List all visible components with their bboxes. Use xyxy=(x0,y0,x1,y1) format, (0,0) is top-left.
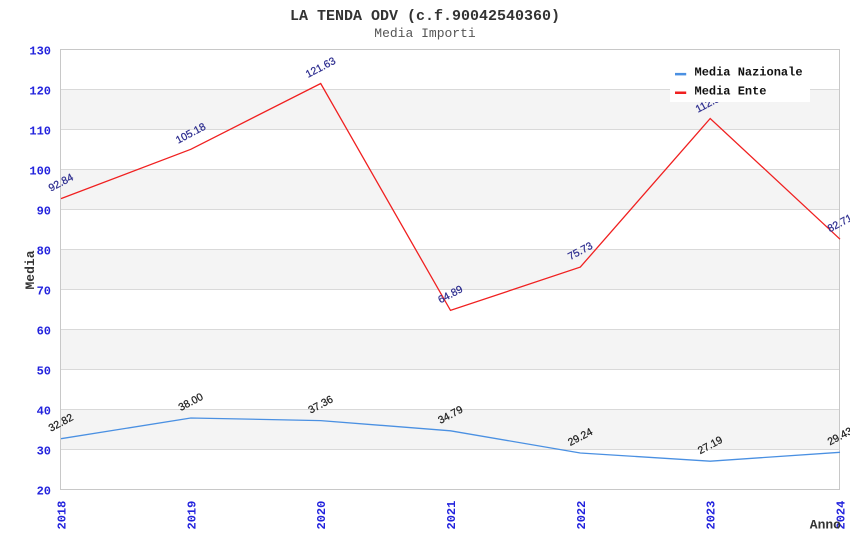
svg-text:2024: 2024 xyxy=(835,501,849,530)
svg-text:20: 20 xyxy=(37,485,51,499)
svg-text:2018: 2018 xyxy=(56,501,70,530)
svg-text:Anno: Anno xyxy=(810,518,841,533)
svg-text:90: 90 xyxy=(37,205,51,219)
svg-text:50: 50 xyxy=(37,365,51,379)
svg-text:120: 120 xyxy=(29,85,51,99)
svg-text:LA TENDA ODV (c.f.90042540360): LA TENDA ODV (c.f.90042540360) xyxy=(290,8,560,25)
svg-text:100: 100 xyxy=(29,165,51,179)
svg-text:Media: Media xyxy=(23,250,38,289)
svg-text:2019: 2019 xyxy=(185,501,199,530)
svg-text:2021: 2021 xyxy=(445,501,459,530)
svg-text:2020: 2020 xyxy=(315,501,329,530)
svg-text:60: 60 xyxy=(37,325,51,339)
svg-text:Media Importi: Media Importi xyxy=(374,26,476,41)
svg-text:30: 30 xyxy=(37,445,51,459)
svg-text:70: 70 xyxy=(37,285,51,299)
svg-text:2023: 2023 xyxy=(705,501,719,530)
svg-text:40: 40 xyxy=(37,405,51,419)
svg-text:Media Nazionale: Media Nazionale xyxy=(695,66,803,80)
svg-text:2022: 2022 xyxy=(575,501,589,530)
svg-text:80: 80 xyxy=(37,245,51,259)
svg-text:130: 130 xyxy=(29,45,51,59)
svg-text:Media Ente: Media Ente xyxy=(695,84,767,98)
svg-text:110: 110 xyxy=(29,125,51,139)
